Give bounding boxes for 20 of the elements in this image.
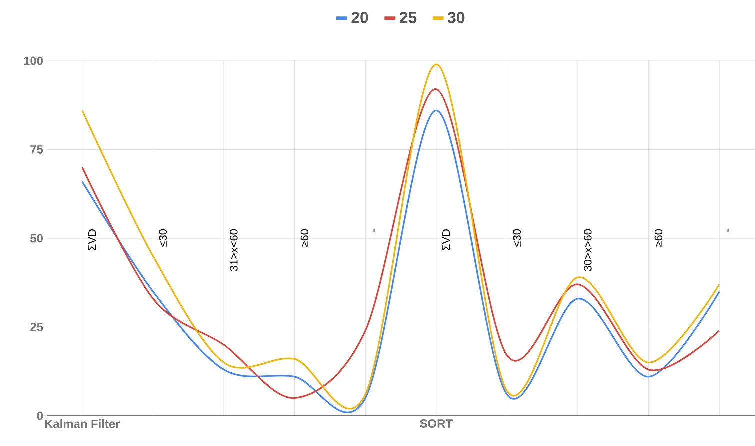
y-tick-label: 25 [30, 323, 44, 332]
annotation: ΣVD [88, 230, 96, 250]
annotation: 30>x>60 [584, 229, 592, 272]
annotation: ≤30 [159, 229, 167, 247]
annotation: 31>x<60 [230, 229, 238, 272]
y-tick-label: 0 [37, 412, 43, 420]
x-tick-label: SORT [420, 420, 453, 428]
y-tick-label: 100 [24, 56, 43, 66]
annotation: - [728, 230, 729, 232]
annotation: ≤30 [513, 229, 521, 247]
legend-label: 20 [352, 12, 368, 24]
x-tick-label: Kalman Filter [45, 420, 120, 428]
y-tick-label: 50 [30, 234, 43, 243]
y-tick-label: 75 [30, 146, 44, 154]
annotation: - [374, 230, 375, 232]
annotation: ≥60 [654, 229, 663, 247]
legend-label: 30 [448, 12, 465, 24]
legend-label: 25 [400, 12, 417, 24]
annotation: ΣVD [442, 230, 450, 250]
annotation: ≥60 [300, 229, 309, 247]
